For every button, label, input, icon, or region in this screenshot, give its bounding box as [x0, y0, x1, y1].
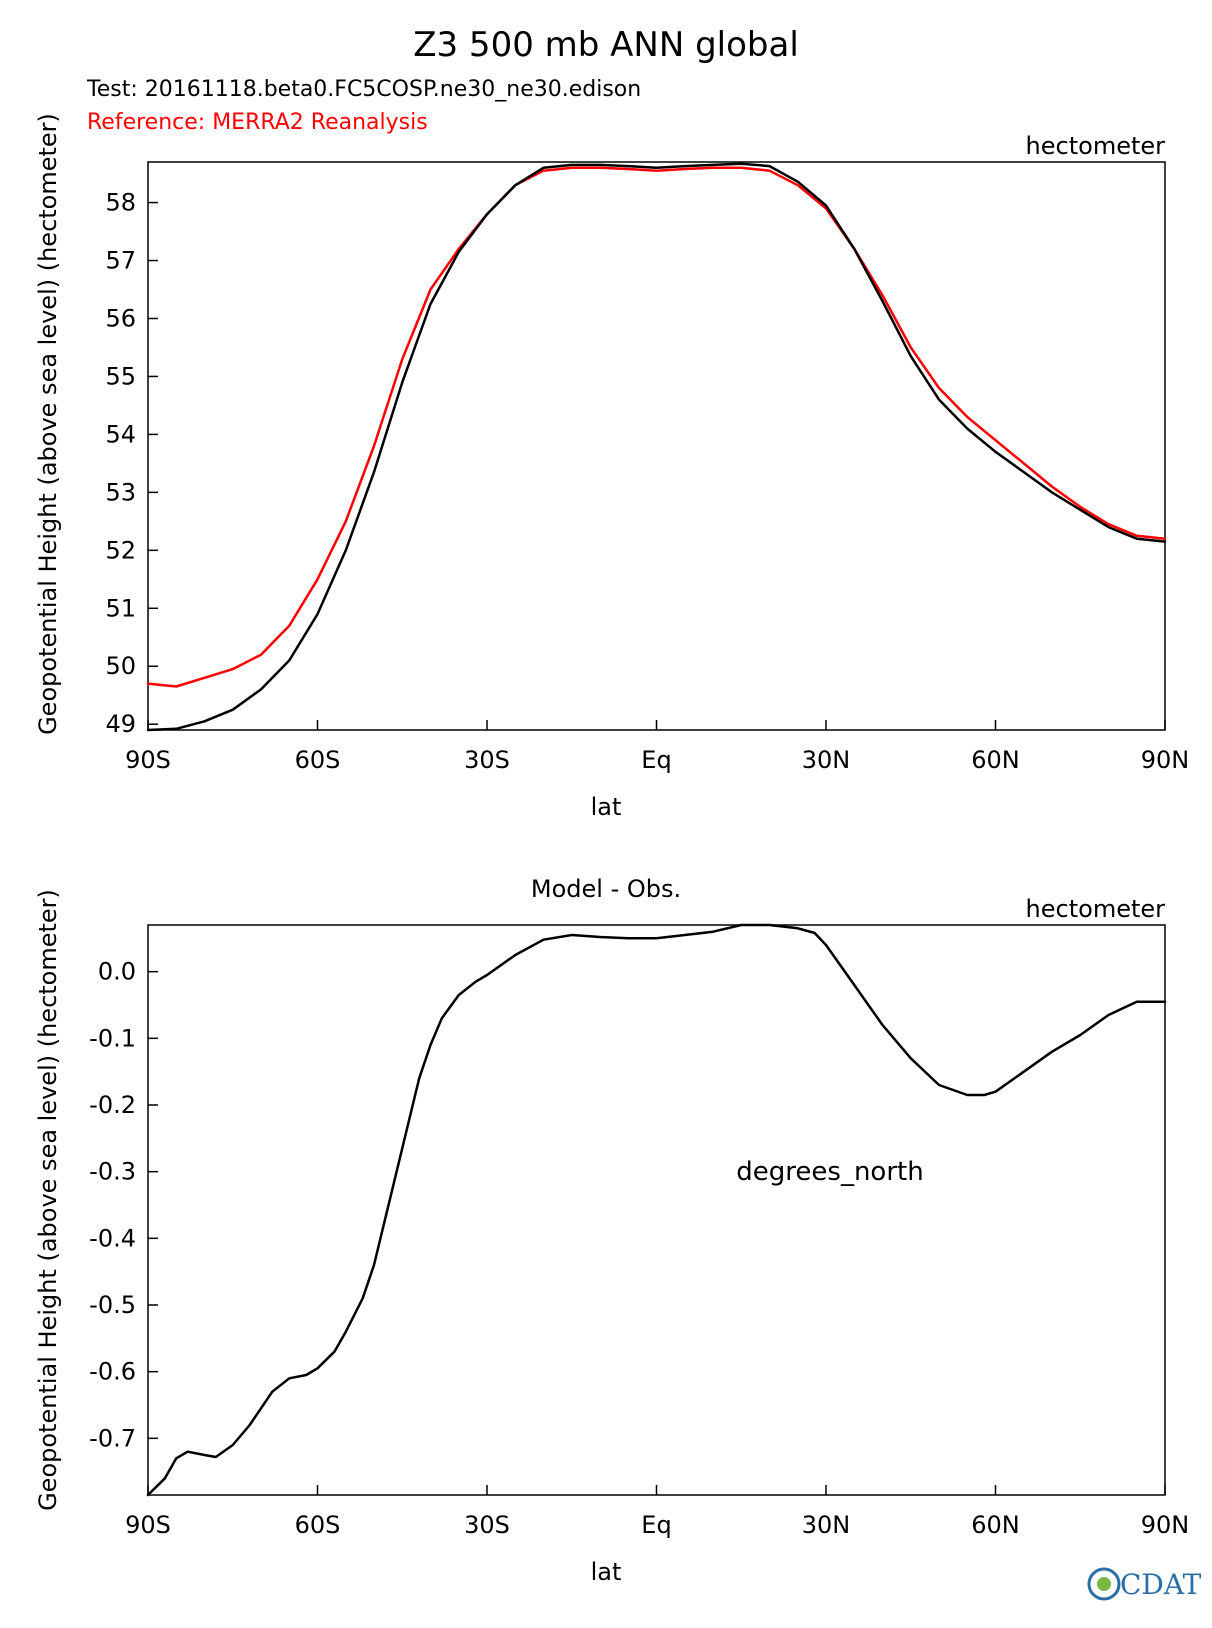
cdat-logo-text: CDAT	[1120, 1568, 1202, 1601]
bottom-annotation: degrees_north	[736, 1157, 923, 1187]
top-ytick-label: 52	[105, 536, 136, 564]
bottom-xtick-label: 60S	[295, 1511, 341, 1539]
bottom-ytick-label: -0.7	[89, 1424, 136, 1452]
top-panel: hectometer 90S 60S 30S Eq 30N 60N 90N 49 50 51 52 5…	[105, 132, 1189, 821]
bottom-xtick-label: 30S	[464, 1511, 510, 1539]
bottom-ytick-label: -0.1	[89, 1024, 136, 1052]
top-ytick-label: 49	[105, 710, 136, 738]
top-units-label: hectometer	[1026, 132, 1166, 160]
chart-title: Z3 500 mb ANN global	[413, 25, 799, 65]
bottom-xtick-label: 60N	[971, 1511, 1020, 1539]
bottom-xtick-label: 90S	[125, 1511, 171, 1539]
top-ytick-label: 51	[105, 594, 136, 622]
cdat-logo-icon	[1087, 1567, 1121, 1601]
bottom-xtick-label: 30N	[802, 1511, 851, 1539]
top-ytick-label: 57	[105, 247, 136, 275]
top-xtick-label: 90S	[125, 746, 171, 774]
bottom-ytick-label: -0.2	[89, 1091, 136, 1119]
bottom-ytick-label: -0.3	[89, 1158, 136, 1186]
bottom-panel-title: Model - Obs.	[531, 875, 681, 903]
top-ytick-label: 58	[105, 189, 136, 217]
top-ytick-label: 54	[105, 420, 136, 448]
bottom-xtick-label: 90N	[1141, 1511, 1190, 1539]
bottom-series-model-obs	[146, 923, 1167, 1497]
top-xtick-label: 90N	[1141, 746, 1190, 774]
bottom-ytick-label: 0.0	[98, 958, 136, 986]
top-xtick-label: 60N	[971, 746, 1020, 774]
reference-label: Reference: MERRA2 Reanalysis	[87, 110, 428, 135]
top-tick-group: 90S 60S 30S Eq 30N 60N 90N 49 50 51 52 53 54 55 56 57 58	[105, 189, 1189, 774]
top-series-group	[146, 162, 1167, 732]
top-xtick-label: 30S	[464, 746, 510, 774]
bottom-units-label: hectometer	[1026, 895, 1166, 923]
top-xlabel: lat	[591, 793, 622, 821]
bottom-xtick-label: Eq	[641, 1511, 671, 1539]
top-ytick-label: 55	[105, 362, 136, 390]
top-xtick-label: 60S	[295, 746, 341, 774]
left-ylabel-bottom: Geopotential Height (above sea level) (h…	[34, 889, 62, 1511]
cdat-logo: CDAT	[1087, 1567, 1202, 1601]
bottom-ytick-label: -0.5	[89, 1291, 136, 1319]
top-series-test	[146, 162, 1167, 732]
bottom-ytick-label: -0.6	[89, 1358, 136, 1386]
bottom-xlabel: lat	[591, 1558, 622, 1586]
top-xtick-label: Eq	[641, 746, 671, 774]
test-label: Test: 20161118.beta0.FC5COSP.ne30_ne30.e…	[86, 77, 641, 102]
bottom-series-group	[146, 923, 1167, 1497]
top-plot-frame	[147, 161, 1166, 731]
top-xtick-label: 30N	[802, 746, 851, 774]
bottom-tick-group: 90S 60S 30S Eq 30N 60N 90N 0.0 -0.1 -0.2 -0.3 -0.4 -…	[89, 958, 1189, 1539]
bottom-ytick-label: -0.4	[89, 1224, 136, 1252]
top-series-reference	[146, 166, 1167, 688]
top-ytick-label: 56	[105, 304, 136, 332]
bottom-plot-frame	[147, 924, 1166, 1496]
left-ylabel-top: Geopotential Height (above sea level) (h…	[34, 113, 62, 735]
cdat-logo-dot-icon	[1097, 1577, 1111, 1591]
top-ytick-label: 53	[105, 478, 136, 506]
bottom-panel: Model - Obs. hectometer 90S 60S 30S Eq 30N 60…	[89, 875, 1189, 1586]
top-ytick-label: 50	[105, 652, 136, 680]
